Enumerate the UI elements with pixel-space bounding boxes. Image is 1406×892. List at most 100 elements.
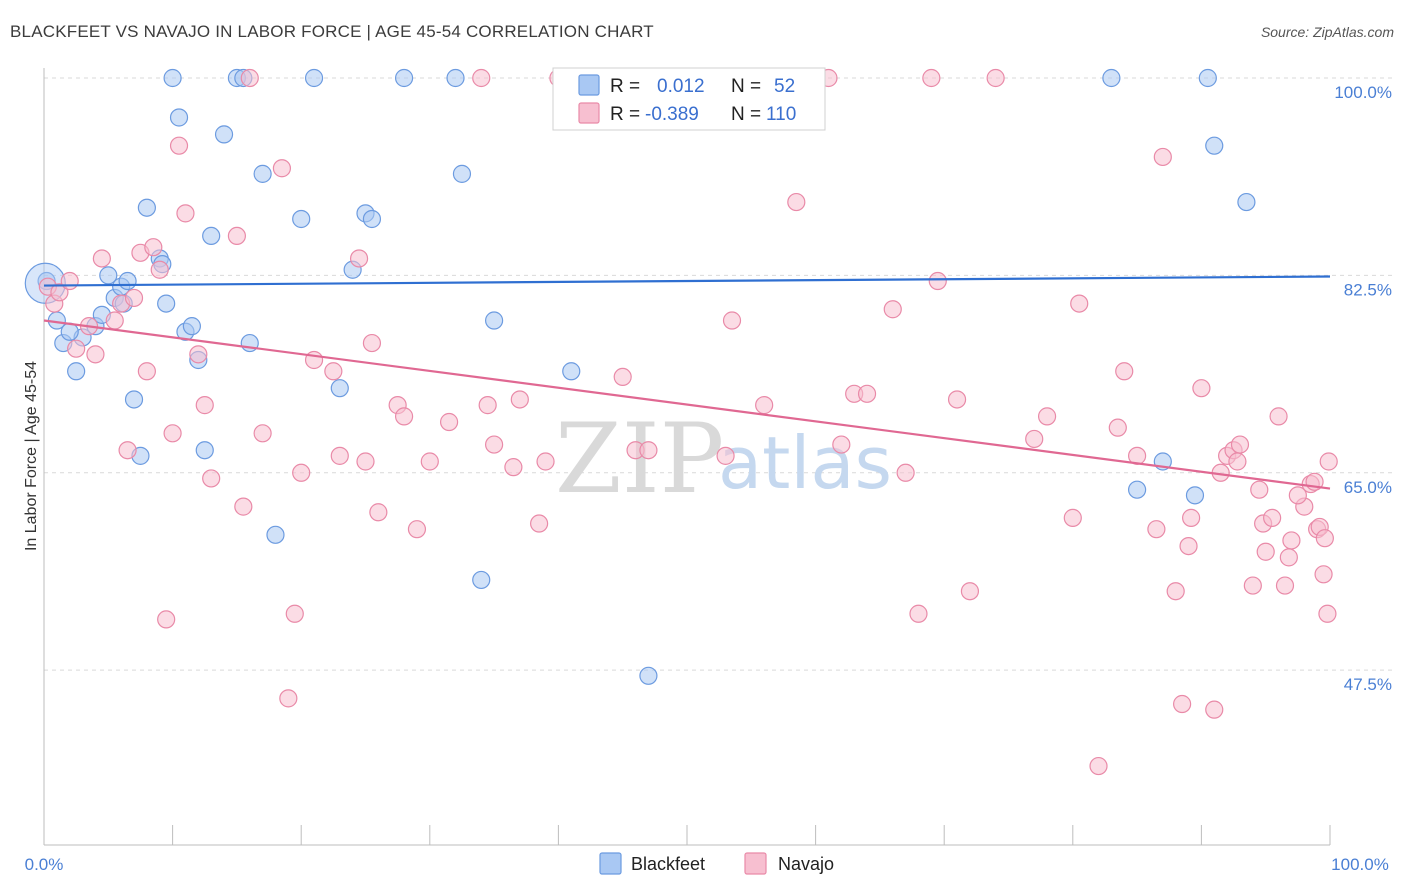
navajo-point bbox=[716, 446, 735, 465]
navajo-point bbox=[922, 68, 941, 88]
navajo-point bbox=[362, 333, 382, 353]
navajo-point bbox=[947, 390, 967, 409]
navajo-point bbox=[407, 520, 427, 539]
navajo-point bbox=[439, 412, 459, 432]
navajo-point bbox=[234, 497, 253, 516]
blackfeet-point bbox=[99, 266, 118, 285]
navajo-point bbox=[832, 435, 851, 454]
navajo-point bbox=[485, 435, 504, 454]
legend-n-label-blackfeet: N = bbox=[731, 76, 761, 97]
navajo-point bbox=[253, 424, 272, 443]
navajo-point bbox=[1279, 548, 1298, 567]
blackfeet-point bbox=[485, 311, 504, 330]
blackfeet-point bbox=[452, 164, 472, 183]
blackfeet-point bbox=[562, 362, 581, 381]
y-tick-label: 82.5% bbox=[1344, 280, 1392, 299]
y-tick-labels: 47.5% 65.0% 82.5% 100.0% bbox=[1334, 83, 1392, 694]
navajo-point bbox=[883, 300, 902, 319]
trend-line-navajo bbox=[43, 319, 1331, 490]
grid-lines bbox=[44, 77, 1392, 671]
blackfeet-point bbox=[60, 322, 79, 341]
y-tick-label: 65.0% bbox=[1344, 478, 1392, 497]
legend-n-label-navajo: N = bbox=[731, 104, 761, 125]
navajo-point bbox=[272, 159, 292, 178]
navajo-point bbox=[1205, 700, 1224, 719]
navajo-point bbox=[330, 446, 349, 465]
blackfeet-point bbox=[1205, 136, 1224, 155]
legend-r-label-blackfeet: R = bbox=[610, 76, 640, 97]
bottom-legend-swatch-navajo bbox=[744, 852, 767, 875]
navajo-point bbox=[960, 582, 980, 601]
legend-n-value-blackfeet: 52 bbox=[774, 76, 795, 97]
blackfeet-point bbox=[639, 666, 658, 685]
navajo-point bbox=[105, 311, 124, 330]
navajo-point bbox=[86, 345, 105, 364]
watermark-atlas: atlas bbox=[718, 421, 892, 505]
blackfeet-point bbox=[394, 68, 414, 88]
navajo-point bbox=[536, 452, 555, 471]
navajo-point bbox=[1288, 486, 1307, 505]
x-axis-ticks bbox=[43, 825, 1331, 845]
x-tick-label-min: 0.0% bbox=[25, 855, 64, 874]
y-axis-label: In Labor Force | Age 45-54 bbox=[23, 361, 40, 551]
navajo-point bbox=[1314, 565, 1333, 584]
blackfeet-point bbox=[169, 108, 189, 127]
blackfeet-point bbox=[157, 294, 176, 313]
navajo-point bbox=[1192, 379, 1211, 398]
navajo-point bbox=[394, 407, 414, 426]
navajo-point bbox=[1147, 520, 1166, 539]
blackfeet-point bbox=[214, 125, 234, 144]
blackfeet-point bbox=[1127, 480, 1147, 499]
navajo-point bbox=[240, 68, 259, 88]
navajo-point bbox=[349, 249, 369, 268]
chart-title: BLACKFEET VS NAVAJO IN LABOR FORCE | AGE… bbox=[10, 22, 654, 41]
navajo-point bbox=[613, 367, 632, 387]
bottom-legend: Blackfeet Navajo bbox=[599, 852, 834, 875]
navajo-point bbox=[1269, 407, 1288, 426]
navajo-point bbox=[150, 260, 169, 279]
navajo-point bbox=[1263, 508, 1282, 527]
blackfeet-point bbox=[1237, 192, 1256, 212]
navajo-point bbox=[1108, 418, 1127, 437]
legend-r-value-blackfeet: 0.012 bbox=[657, 76, 705, 97]
legend-r-value-navajo: -0.389 bbox=[645, 104, 699, 125]
navajo-point bbox=[1173, 694, 1192, 714]
navajo-point bbox=[144, 238, 163, 257]
navajo-point bbox=[195, 396, 214, 415]
trend-line-blackfeet bbox=[43, 275, 1331, 287]
watermark: ZIP atlas bbox=[555, 403, 892, 515]
legend-swatch-navajo bbox=[578, 102, 600, 124]
y-tick-label: 47.5% bbox=[1344, 675, 1392, 694]
blackfeet-point bbox=[362, 209, 382, 229]
navajo-point bbox=[163, 424, 182, 443]
blackfeet-point bbox=[1102, 68, 1121, 88]
navajo-point bbox=[896, 463, 915, 482]
navajo-point bbox=[1166, 582, 1185, 601]
navajo-point bbox=[356, 452, 375, 471]
navajo-point bbox=[67, 339, 86, 358]
blackfeet-point bbox=[292, 209, 311, 229]
navajo-point bbox=[92, 249, 111, 268]
navajo-point bbox=[285, 604, 304, 623]
navajo-point bbox=[227, 226, 246, 246]
navajo-point bbox=[118, 441, 137, 460]
blackfeet-point bbox=[1185, 486, 1205, 505]
navajo-point bbox=[478, 396, 497, 415]
navajo-point bbox=[137, 362, 156, 381]
navajo-point bbox=[1319, 452, 1338, 471]
navajo-point bbox=[755, 396, 774, 415]
navajo-point bbox=[1153, 147, 1172, 167]
navajo-point bbox=[1025, 429, 1044, 449]
navajo-point bbox=[504, 458, 523, 477]
blackfeet-point bbox=[253, 164, 272, 183]
blackfeet-point bbox=[67, 362, 86, 381]
blackfeet-point bbox=[266, 525, 285, 544]
navajo-point bbox=[369, 503, 388, 522]
x-tick-label-max: 100.0% bbox=[1331, 855, 1389, 874]
series-blackfeet-points bbox=[24, 68, 1256, 685]
navajo-point bbox=[202, 469, 221, 488]
blackfeet-point bbox=[472, 570, 491, 590]
navajo-point bbox=[324, 362, 343, 381]
legend-n-value-navajo: 110 bbox=[766, 104, 796, 125]
navajo-point bbox=[1228, 452, 1247, 471]
